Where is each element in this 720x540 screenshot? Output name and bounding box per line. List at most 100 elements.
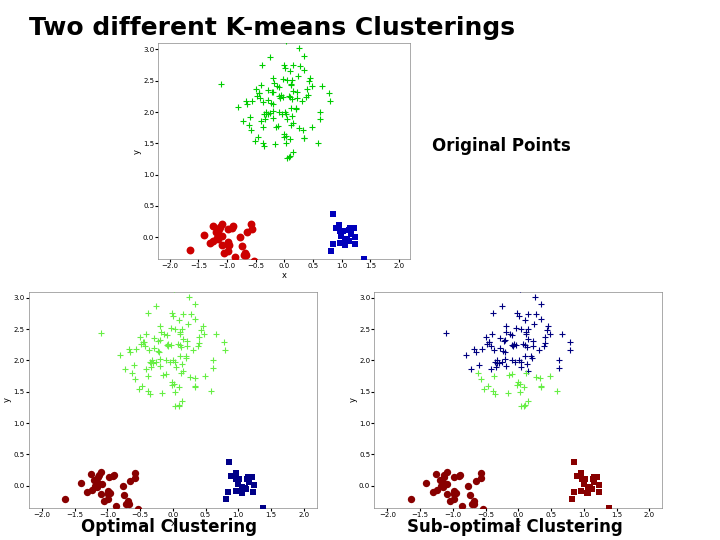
Point [333,220,345,229]
Point [441,490,452,498]
Point [479,384,490,393]
Point [513,356,524,364]
Point [341,235,353,244]
Point [189,374,200,382]
Point [336,232,347,240]
Point [242,472,253,481]
Point [281,114,292,123]
Point [312,138,324,147]
Point [199,372,210,380]
Point [512,377,523,386]
Point [469,345,480,354]
Point [164,358,176,367]
Point [214,222,225,231]
Point [453,471,464,480]
Point [437,483,449,491]
Point [271,82,282,90]
Point [242,228,253,237]
Point [293,44,305,52]
Point [161,356,172,364]
Point [468,497,480,505]
Point [345,230,356,238]
Point [405,494,416,503]
Point [150,357,162,366]
Point [166,381,178,389]
Point [275,91,287,99]
Point [230,475,242,483]
Point [145,359,157,367]
Point [175,343,186,352]
Point [575,469,587,477]
Point [281,154,292,163]
Point [262,85,274,94]
Point [476,345,487,353]
Point [533,346,544,354]
Point [514,380,526,389]
Point [135,340,147,349]
Point [435,482,446,491]
Point [344,224,356,232]
Point [593,481,605,490]
Point [494,344,505,353]
Point [328,239,339,248]
Point [291,88,302,97]
Point [500,322,511,330]
Point [148,334,160,342]
Point [154,355,166,363]
Point [474,361,485,369]
Point [211,234,222,242]
Point [213,230,225,239]
Point [431,470,442,478]
Point [173,401,184,410]
Point [89,476,100,484]
Point [268,114,279,123]
Point [167,356,179,364]
Point [172,340,184,348]
Point [264,53,276,62]
Point [59,494,71,503]
Point [515,387,526,396]
Point [291,105,302,114]
Point [174,315,185,324]
Point [470,476,482,485]
Point [523,309,534,318]
Point [438,471,450,480]
Point [75,479,86,488]
Point [587,475,598,483]
Point [493,359,505,367]
Point [241,475,253,483]
Point [330,224,341,232]
Point [278,60,289,69]
Point [490,358,501,367]
Point [503,371,515,380]
Point [120,364,131,373]
Point [284,92,296,101]
Point [213,225,225,233]
Point [248,256,259,265]
Point [523,367,534,375]
Point [279,63,290,72]
Point [229,253,240,262]
Point [349,240,361,248]
Point [491,359,503,367]
Point [539,333,550,341]
Point [236,488,248,497]
Point [592,472,603,481]
Point [129,375,140,383]
Point [290,103,302,112]
Point [526,352,537,360]
Point [285,80,297,89]
Point [152,347,163,356]
Point [298,133,310,142]
Point [334,239,346,247]
Point [170,363,181,372]
Point [183,292,194,301]
Point [499,348,510,356]
Point [262,96,274,104]
Point [104,489,116,497]
Point [237,489,248,498]
Point [140,365,151,374]
Point [469,500,480,508]
Point [176,360,187,369]
Point [284,153,295,161]
